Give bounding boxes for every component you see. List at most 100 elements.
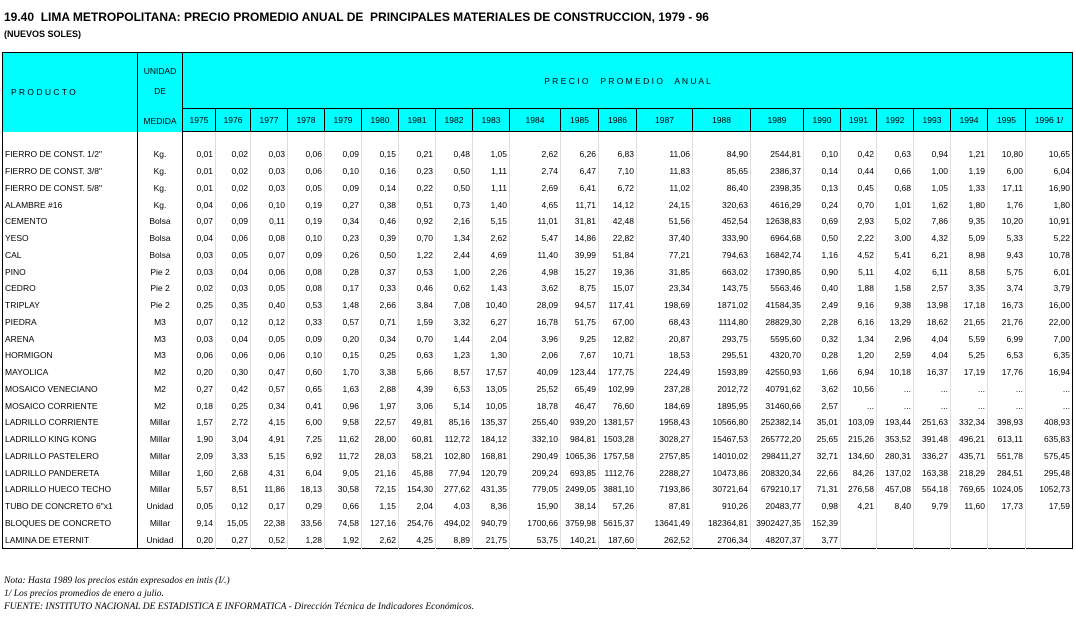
unit: Kg. (137, 196, 183, 213)
price-cell: 1,16 (803, 246, 841, 264)
price-cell: 0,57 (250, 380, 288, 398)
price-cell: ... (987, 380, 1026, 398)
table-row: LADRILLO CORRIENTE Millar 1,57 2,72 4,15 6,00… (2, 414, 1073, 431)
price-cell: 127,16 (361, 514, 399, 532)
price-cell: 12638,83 (750, 213, 804, 230)
price-cell: 184,69 (636, 397, 693, 414)
price-cell: 0,03 (182, 263, 216, 280)
price-cell: 0,17 (324, 280, 362, 297)
price-cell: 1958,43 (636, 414, 693, 431)
price-cell: 663,02 (692, 263, 751, 280)
unit: Bolsa (137, 213, 183, 230)
unit: M3 (137, 347, 183, 364)
price-cell: ... (913, 397, 951, 414)
price-cell: 5,14 (435, 397, 473, 414)
price-cell: 2,09 (182, 447, 216, 465)
price-cell: 2398,35 (750, 179, 804, 197)
table-row: CEDRO Pie 2 0,02 0,03 0,05 0,08 0,17 0,33 0,46 0,… (2, 280, 1073, 297)
price-cell: 4320,70 (750, 347, 804, 364)
price-cell: 7,25 (287, 430, 325, 448)
price-cell: 17,19 (950, 363, 988, 381)
price-cell: 9,14 (182, 514, 216, 532)
year-header: 1984 (509, 108, 561, 132)
price-cell: 85,65 (692, 162, 751, 180)
price-cell: 1757,58 (598, 447, 637, 465)
price-cell: 1,76 (987, 196, 1026, 213)
product: CEMENTO (2, 213, 138, 230)
price-cell: 4,69 (472, 246, 510, 264)
price-cell: 5,59 (950, 330, 988, 347)
table-row: ALAMBRE #16 Kg. 0,04 0,06 0,10 0,19 0,27 0,38 0,… (2, 196, 1073, 213)
price-cell: 193,44 (876, 414, 914, 431)
price-cell: 2,06 (509, 347, 561, 364)
unit: Pie 2 (137, 263, 183, 280)
price-cell: 0,09 (287, 330, 325, 347)
product: LADRILLO PANDERETA (2, 464, 138, 481)
price-cell: 0,68 (876, 179, 914, 197)
table-row: LADRILLO PASTELERO Millar 2,09 3,33 5,15 6,92… (2, 447, 1073, 465)
price-cell: 1700,66 (509, 514, 561, 532)
price-cell: 5,02 (876, 213, 914, 230)
price-cell: 0,04 (182, 229, 216, 247)
price-cell: 30721,64 (692, 481, 751, 498)
price-cell: ... (913, 380, 951, 398)
price-cell: 0,09 (324, 179, 362, 197)
price-cell: 135,37 (472, 414, 510, 431)
price-cell: 5,33 (987, 229, 1026, 247)
price-cell: 0,27 (215, 531, 251, 549)
price-cell: 0,19 (287, 196, 325, 213)
price-cell: 3,38 (361, 363, 399, 381)
price-cell (1025, 514, 1073, 532)
price-cell: ... (1025, 397, 1073, 414)
price-cell: 0,22 (398, 179, 436, 197)
price-cell: 208320,34 (750, 464, 804, 481)
price-cell: 7193,86 (636, 481, 693, 498)
price-cell: 0,10 (287, 229, 325, 247)
price-cell: 16,90 (1025, 179, 1073, 197)
price-cell: 10,40 (472, 296, 510, 314)
table-row: LAMINA DE ETERNIT Unidad 0,20 0,27 0,52 1,28 1… (2, 531, 1073, 549)
price-cell: 0,57 (324, 313, 362, 331)
price-cell: 0,70 (398, 330, 436, 347)
price-cell (950, 531, 988, 549)
unit: Pie 2 (137, 280, 183, 297)
price-cell: 9,43 (987, 246, 1026, 264)
price-cell: 5615,37 (598, 514, 637, 532)
price-cell: 0,06 (287, 146, 325, 163)
price-cell: 0,26 (324, 246, 362, 264)
price-cell (876, 514, 914, 532)
price-cell: 9,38 (876, 296, 914, 314)
price-cell: 17,73 (987, 497, 1026, 515)
price-cell: 154,30 (398, 481, 436, 498)
price-cell: 6,53 (987, 347, 1026, 364)
price-cell: 2499,05 (560, 481, 599, 498)
price-cell: 8,36 (472, 497, 510, 515)
year-header: 1983 (472, 108, 510, 132)
price-cell: 2,59 (876, 347, 914, 364)
unit-header: MEDIDA (143, 116, 177, 126)
price-cell: 0,12 (215, 313, 251, 331)
year-header: 1992 (876, 108, 914, 132)
price-cell: 2,28 (803, 313, 841, 331)
price-cell: 0,01 (182, 179, 216, 197)
price-cell: 431,35 (472, 481, 510, 498)
price-header: P R E C I O P R O M E D I O A N U A L (182, 52, 1073, 109)
price-cell: 19,36 (598, 263, 637, 280)
price-cell: 3,96 (509, 330, 561, 347)
price-cell: 11,02 (636, 179, 693, 197)
price-cell: 22,00 (1025, 313, 1073, 331)
price-cell: 0,34 (250, 397, 288, 414)
price-cell: 0,15 (361, 146, 399, 163)
price-cell: 6,26 (560, 146, 599, 163)
price-cell: 22,57 (361, 414, 399, 431)
price-cell: 0,06 (215, 229, 251, 247)
unit-header: DE (154, 86, 166, 96)
price-cell: 0,01 (182, 146, 216, 163)
price-cell: 0,17 (250, 497, 288, 515)
price-cell: 2,04 (472, 330, 510, 347)
price-cell: 0,98 (803, 497, 841, 515)
price-cell: 10473,86 (692, 464, 751, 481)
price-cell: 298411,27 (750, 447, 804, 465)
price-cell: 1,22 (398, 246, 436, 264)
price-cell: 0,32 (803, 330, 841, 347)
